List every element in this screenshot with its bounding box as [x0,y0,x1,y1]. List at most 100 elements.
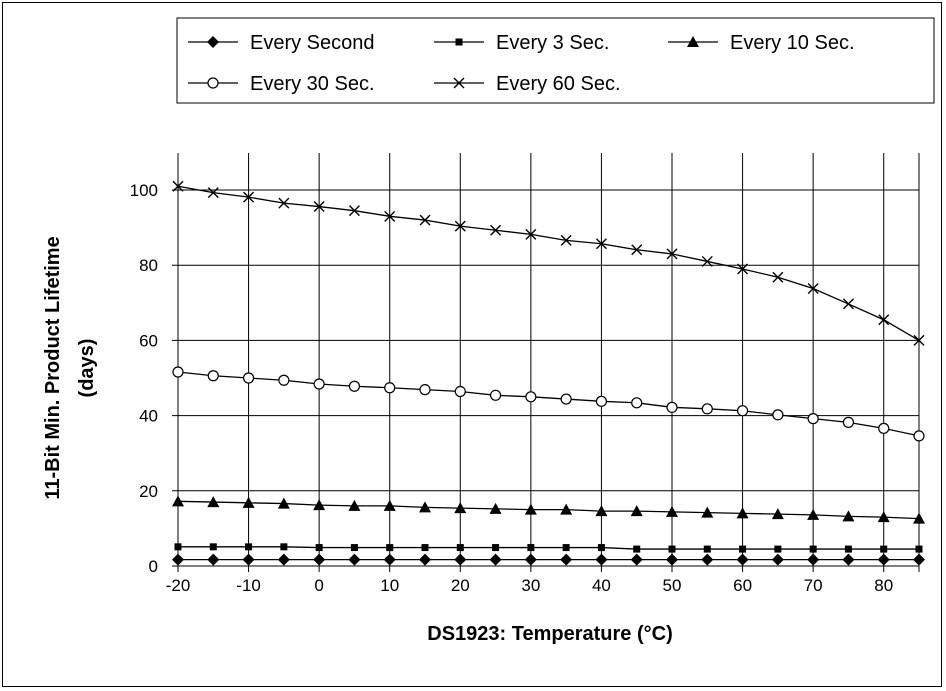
data-point [490,224,502,236]
data-point [348,499,361,511]
data-point [207,187,219,199]
data-point [739,545,747,553]
data-point [562,544,570,552]
data-point [278,197,290,209]
data-point [807,283,819,295]
data-point [633,545,641,553]
x-tick-label: 60 [733,576,752,595]
y-tick-label: 0 [149,557,158,576]
data-point [454,502,467,514]
data-point [701,506,714,518]
data-point [524,503,537,515]
data-point [489,502,502,514]
legend-label: Every 10 Sec. [730,32,855,54]
data-point [915,545,923,553]
data-point [280,543,288,551]
data-point [687,36,699,47]
data-point [771,508,784,520]
data-point [348,205,360,217]
x-tick-labels: -20 -10 0 10 20 30 40 50 60 70 80 [166,576,893,595]
data-point [313,553,326,566]
data-point [454,385,466,398]
data-point [701,553,714,566]
x-tick-label: 30 [521,576,540,595]
data-point [172,366,184,378]
data-point [207,36,219,48]
data-point [703,545,711,553]
data-point [277,497,290,509]
x-tick-label: 50 [663,576,682,595]
y-tick-label: 20 [139,482,158,501]
data-point [489,553,502,566]
data-point [454,220,466,232]
data-point [666,401,678,413]
x-tick-label: -10 [236,576,261,595]
series-circle [172,366,925,442]
data-point [524,553,537,566]
data-point [419,501,431,513]
data-point [277,553,290,566]
x-tick-label: 20 [451,576,470,595]
x-axis-title: DS1923: Temperature (°C) [427,623,672,645]
data-point [630,553,643,566]
data-point [737,263,749,275]
series-square [174,543,923,553]
data-point [453,77,465,89]
data-point [527,544,535,552]
data-point [278,374,290,386]
data-point [172,495,184,507]
data-point [245,543,253,551]
legend-label: Every Second [250,32,375,54]
data-point [207,370,219,382]
legend-item: Every 3 Sec. [434,32,609,54]
data-point [560,503,573,515]
data-point [913,512,925,524]
data-point [595,553,608,566]
data-point [313,201,325,213]
y-tick-label: 100 [130,181,158,200]
data-point [348,553,361,566]
data-point [383,499,396,511]
data-point [207,77,219,89]
data-point [880,545,888,553]
data-point [877,511,890,523]
data-point [560,234,572,246]
series-line [177,371,920,437]
data-point [242,496,255,508]
legend-label: Every 30 Sec. [250,73,375,95]
data-point [595,395,608,407]
data-point [807,413,819,425]
series-line [177,500,920,520]
data-point [842,553,855,566]
data-point [348,380,361,392]
data-point [384,382,396,394]
data-point [243,191,255,203]
data-point [454,553,467,566]
x-tick-label: 10 [380,576,399,595]
legend-box [176,17,935,104]
data-point [631,244,643,256]
data-point [701,403,713,415]
data-point [419,384,431,396]
data-point [174,543,182,551]
series-layer [172,180,925,566]
data-point [913,430,925,442]
data-point [595,505,608,517]
data-point [456,544,464,552]
data-point [313,499,326,511]
series-triangle [172,495,925,524]
data-point [172,553,184,566]
data-point [209,543,217,551]
y-tick-labels: 0 20 40 60 80 100 [130,181,158,576]
series-x [172,180,925,346]
data-point [807,508,820,520]
legend: Every Second Every 3 Sec. Every 10 Sec. Eve… [176,17,935,104]
y-tick-label: 60 [139,331,158,350]
data-point [242,553,255,566]
y-axis-title-line1: 11-Bit Min. Product Lifetime [42,236,64,499]
data-point [313,378,325,390]
data-point [842,510,855,522]
data-point [525,391,537,403]
